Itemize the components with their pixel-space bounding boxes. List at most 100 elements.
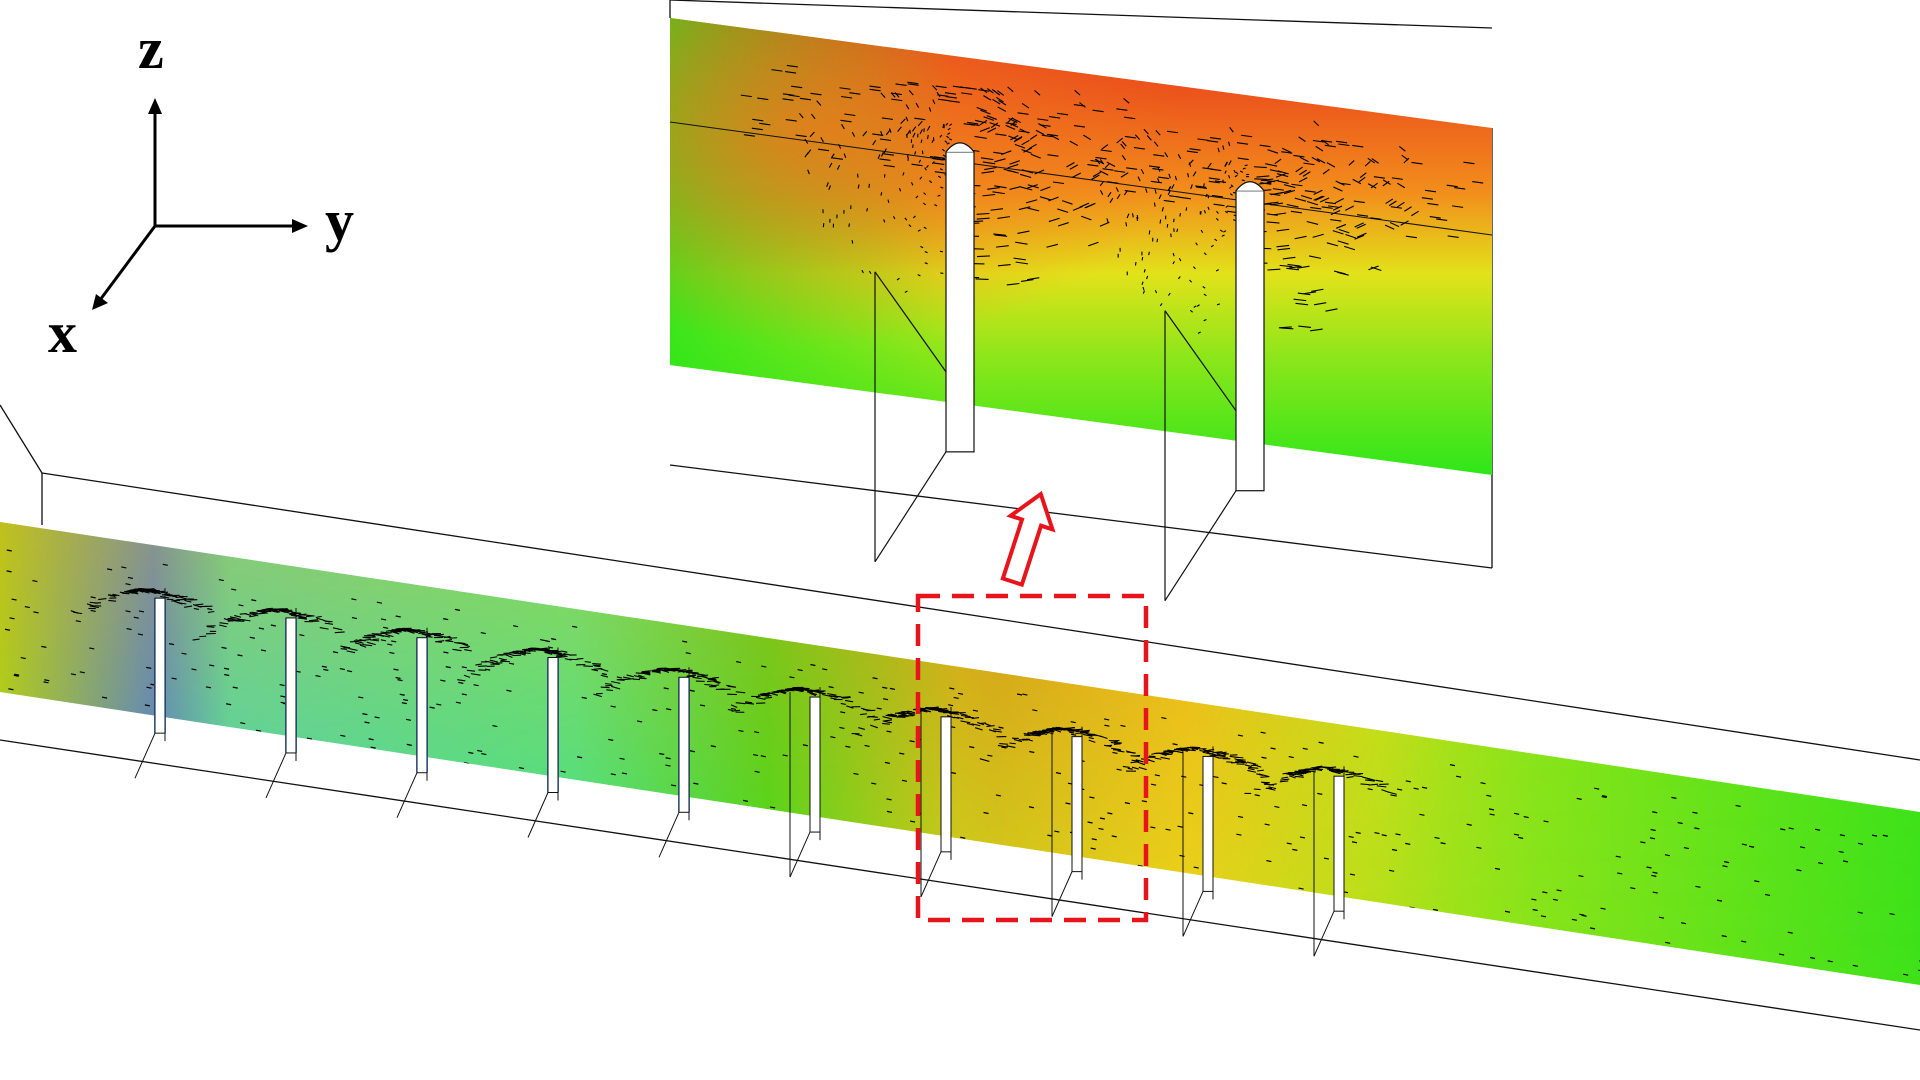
vector-mark [1116,137,1123,144]
vector-mark [1466,823,1472,826]
vector-mark [841,124,845,130]
vector-mark [946,135,950,139]
vector-mark [656,668,664,671]
vector-mark [372,638,380,641]
vector-mark [1827,960,1833,963]
vector-mark [1671,796,1677,799]
vector-mark [380,631,391,634]
vector-mark [926,125,931,131]
vector-mark [272,609,281,613]
vector-mark [1658,916,1665,919]
vector-mark [1306,220,1319,225]
vector-mark [1788,827,1794,830]
vector-mark [562,650,568,653]
vector-mark [1199,211,1202,215]
vector-mark [1019,173,1032,179]
vector-mark [984,166,997,171]
vector-mark [710,684,720,687]
vector-mark [1101,144,1109,150]
vector-mark [1091,174,1100,180]
vector-mark [901,779,908,782]
vector-mark [1134,262,1137,266]
vector-mark [917,274,921,277]
vector-mark [809,131,815,138]
vector-mark [1275,173,1287,178]
vector-mark [818,148,830,152]
vector-mark [531,647,539,650]
vector-mark [1070,721,1076,724]
vector-mark [1289,775,1296,779]
vector-mark [1215,217,1219,221]
vector-mark [1652,871,1658,874]
vector-mark [1203,318,1207,322]
vector-mark [1326,162,1336,168]
vector-mark [1809,956,1816,960]
vector-mark [179,596,189,601]
vector-mark [810,663,816,667]
vector-mark [940,186,944,189]
vector-mark [1102,168,1114,171]
vector-mark [1298,177,1308,183]
vector-mark [1025,199,1038,204]
vector-mark [871,782,877,785]
vector-mark [1209,750,1219,754]
vector-mark [508,662,515,665]
vector-mark [480,632,486,635]
vector-mark [642,671,650,675]
vector-mark [1159,219,1162,224]
vector-mark [1203,252,1207,256]
vector-mark [666,708,672,711]
baffle [1313,766,1345,957]
vector-mark [1053,728,1062,733]
vector-mark [1028,806,1035,809]
vector-mark [1113,742,1121,745]
vector-mark [641,672,651,676]
vector-mark [809,692,817,697]
vector-mark [858,727,865,730]
vector-mark [207,610,215,613]
vector-mark [147,589,158,594]
vector-mark [1179,854,1185,857]
vector-mark [641,670,652,673]
vector-mark [976,106,988,112]
vector-mark [500,659,507,662]
vector-mark [1387,791,1397,795]
vector-mark [920,245,924,249]
vector-mark [895,83,907,87]
vector-mark [297,615,307,619]
vector-mark [492,724,498,728]
vector-mark [1107,191,1112,198]
vector-mark [1857,911,1863,914]
vector-mark [830,153,835,159]
vector-mark [886,730,892,733]
vector-mark [876,707,882,710]
vector-mark [1556,889,1562,892]
vector-mark [372,763,378,766]
vector-mark [907,83,919,86]
vector-mark [1186,150,1198,154]
vector-mark [1034,169,1045,175]
vector-mark [685,652,691,655]
vector-mark [1116,193,1121,200]
vector-mark [1650,828,1656,832]
vector-mark [1229,755,1240,759]
vector-mark [1724,861,1730,864]
vector-mark [1083,733,1093,737]
vector-mark [1299,169,1307,176]
vector-mark [1111,835,1117,838]
vector-mark [1335,140,1348,144]
vector-mark [990,208,1004,211]
vector-mark [1167,292,1171,296]
vector-mark [978,89,990,92]
vector-mark [647,802,653,806]
vector-mark [1429,216,1441,219]
vector-mark [1542,891,1548,894]
vector-mark [1126,167,1138,170]
vector-mark [608,738,614,741]
vector-mark [872,140,877,146]
vector-mark [1099,180,1105,187]
vector-mark [1303,162,1315,166]
vector-mark [1025,738,1033,742]
vector-mark [1594,787,1600,790]
vector-mark [306,737,313,740]
